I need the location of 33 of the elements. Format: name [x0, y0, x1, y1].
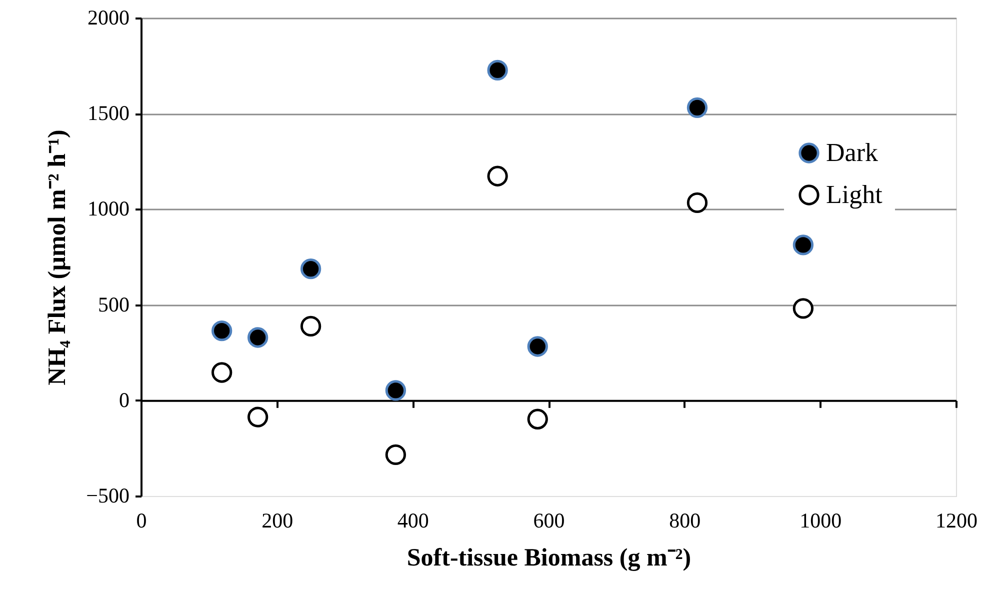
y-tick-label: 0 [119, 388, 130, 412]
x-tick-label: 600 [533, 508, 565, 532]
point [527, 336, 548, 357]
point [385, 444, 406, 466]
point [792, 234, 814, 256]
x-tick-label: 1200 [936, 508, 978, 532]
x-tick-label: 0 [136, 508, 147, 532]
point [247, 327, 268, 348]
legend-label: Dark [826, 138, 878, 167]
point [300, 258, 322, 280]
y-tick-label: −500 [86, 484, 130, 508]
point [487, 166, 508, 186]
point [792, 298, 814, 319]
x-tick-label: 1000 [800, 508, 842, 532]
point [686, 97, 708, 118]
point [211, 362, 232, 383]
y-tick-label: 500 [98, 292, 130, 316]
point [211, 320, 232, 342]
y-axis-title: NH₄ Flux (µmol m⁻² h⁻¹) [44, 130, 72, 386]
point [300, 316, 322, 337]
legend-label: Light [826, 180, 884, 209]
y-tick-label: 2000 [88, 6, 130, 30]
x-tick-label: 400 [397, 508, 429, 532]
x-tick-label: 200 [262, 508, 294, 532]
point [686, 192, 708, 214]
point [247, 406, 268, 428]
point [527, 408, 548, 430]
x-tick-label: 800 [669, 508, 701, 532]
y-tick-label: 1000 [88, 196, 130, 221]
x-axis-title: Soft-tissue Biomass (g m⁻²) [406, 544, 692, 572]
y-tick-label: 1500 [88, 101, 130, 126]
point [385, 380, 406, 401]
point [487, 60, 508, 81]
